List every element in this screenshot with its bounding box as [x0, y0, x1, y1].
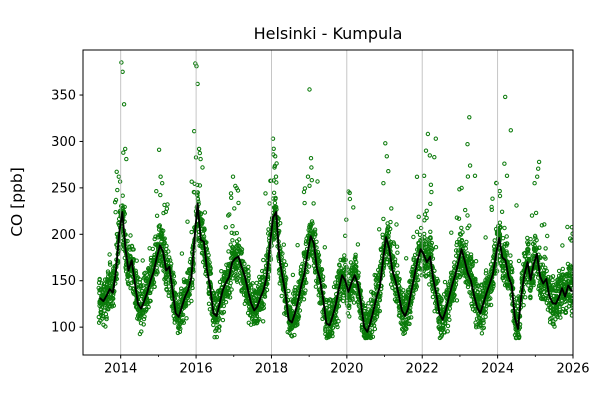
monthly-mean-trend-line	[99, 202, 573, 333]
y-tick-label: 150	[51, 274, 76, 289]
x-tick-label: 2024	[481, 362, 514, 377]
y-tick-label: 350	[51, 89, 76, 104]
x-tick-label: 2022	[406, 362, 439, 377]
x-tick-label: 2026	[556, 362, 589, 377]
x-tick-label: 2020	[330, 362, 363, 377]
y-tick-label: 100	[51, 321, 76, 336]
y-tick-label: 300	[51, 135, 76, 150]
y-axis-label: CO [ppb]	[8, 167, 26, 237]
chart-title: Helsinki - Kumpula	[254, 24, 403, 43]
plot-frame	[82, 49, 574, 356]
axis-ticks-and-labels: 2014 2016 2018 2020 2022 2024 2026 100 150 200 250…	[51, 89, 589, 377]
x-tick-label: 2014	[104, 362, 137, 377]
y-tick-label: 200	[51, 228, 76, 243]
x-tick-label: 2018	[255, 362, 288, 377]
vertical-gridlines	[120, 50, 499, 355]
x-tick-label: 2016	[180, 362, 213, 377]
y-tick-label: 250	[51, 181, 76, 196]
